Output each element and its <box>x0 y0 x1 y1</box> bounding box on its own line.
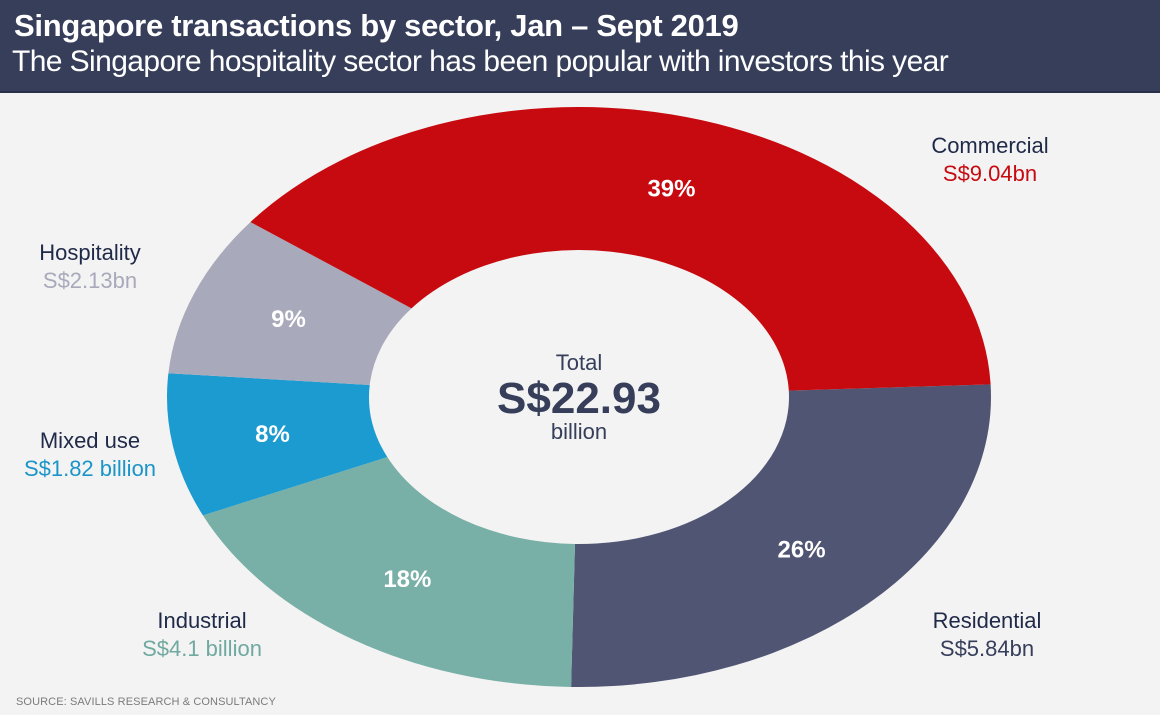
label-mixed-use: Mixed use S$1.82 billion <box>0 428 180 482</box>
slice-hospitality <box>168 222 412 385</box>
label-name: Mixed use <box>39 428 141 453</box>
slice-residential <box>571 384 991 687</box>
slice-commercial <box>250 107 991 391</box>
label-value: S$5.84bn <box>939 636 1035 661</box>
label-name: Commercial <box>931 133 1049 158</box>
center-total-label: Total <box>556 350 602 375</box>
percent-label-commercial: 39% <box>647 175 695 202</box>
chart-subtitle: The Singapore hospitality sector has bee… <box>12 45 949 78</box>
label-industrial: Industrial S$4.1 billion <box>112 608 292 662</box>
percent-label-mixed-use: 8% <box>255 421 290 448</box>
label-value: S$2.13bn <box>42 268 138 293</box>
chart-title: Singapore transactions by sector, Jan – … <box>14 8 739 43</box>
center-total-unit: billion <box>551 419 607 444</box>
label-value: S$9.04bn <box>942 161 1038 186</box>
label-name: Industrial <box>157 608 247 633</box>
label-value: S$4.1 billion <box>142 636 262 661</box>
slice-industrial <box>202 457 575 687</box>
label-residential: Residential S$5.84bn <box>902 608 1072 662</box>
label-name: Hospitality <box>39 240 141 265</box>
label-name: Residential <box>932 608 1042 633</box>
percent-label-hospitality: 9% <box>271 306 306 333</box>
header: Singapore transactions by sector, Jan – … <box>0 0 1160 93</box>
percent-label-residential: 26% <box>778 537 826 564</box>
label-hospitality: Hospitality S$2.13bn <box>10 240 170 294</box>
percent-label-industrial: 18% <box>383 566 431 593</box>
source-note: SOURCE: SAVILLS RESEARCH & CONSULTANCY <box>16 696 276 708</box>
center-total-value: S$22.93 <box>497 374 661 423</box>
slice-mixed-use <box>166 373 388 516</box>
label-value: S$1.82 billion <box>23 456 157 481</box>
label-commercial: Commercial S$9.04bn <box>905 133 1075 187</box>
